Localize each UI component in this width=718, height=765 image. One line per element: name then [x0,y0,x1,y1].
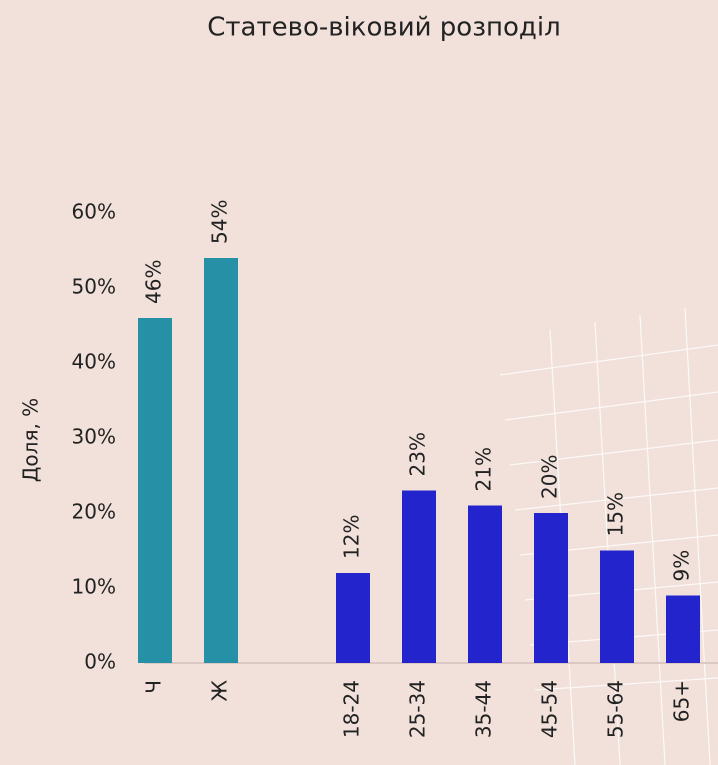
chart: Статево-віковий розподіл Доля, % 0% 10% 20… [0,0,718,765]
bar [534,513,568,663]
bar [336,573,370,663]
x-tick-label: 18-24 [340,680,364,738]
value-label: 23% [406,432,430,476]
x-tick-label: Ч [142,680,166,694]
value-label: 15% [604,492,628,536]
y-tick-label: 40% [72,350,116,374]
value-label: 12% [340,515,364,559]
x-tick-label: 65+ [670,680,694,722]
value-label: 54% [208,200,232,244]
x-tick-label: 45-54 [538,680,562,738]
y-tick-label: 0% [84,650,116,674]
y-axis-label: Доля, % [19,398,43,482]
bar [138,318,172,663]
y-tick-label: 30% [72,425,116,449]
value-label: 46% [142,260,166,304]
chart-title: Статево-віковий розподіл [207,13,561,43]
x-tick-label: Ж [208,680,232,702]
bar [468,506,502,664]
x-tick-label: 25-34 [406,680,430,738]
x-tick-label: 55-64 [604,680,628,738]
y-tick-label: 50% [72,275,116,299]
y-tick-label: 20% [72,500,116,524]
y-tick-label: 10% [72,575,116,599]
value-label: 21% [472,447,496,491]
bar [600,551,634,664]
bar [204,258,238,663]
value-label: 20% [538,455,562,499]
y-tick-label: 60% [72,200,116,224]
bar [666,596,700,664]
x-tick-label: 35-44 [472,680,496,738]
value-label: 9% [670,550,694,582]
bar [402,491,436,664]
